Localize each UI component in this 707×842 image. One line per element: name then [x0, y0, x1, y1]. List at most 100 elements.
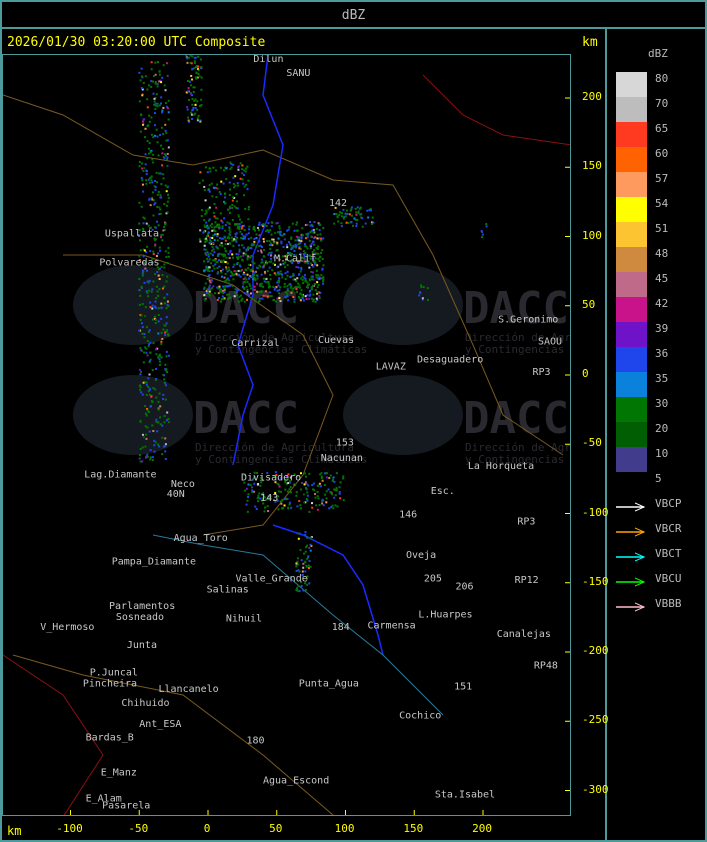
radar-echo — [154, 273, 157, 276]
radar-echo — [278, 272, 281, 275]
radar-echo — [138, 454, 141, 457]
radar-echo — [208, 184, 211, 187]
radar-echo — [225, 266, 228, 269]
radar-echo — [303, 472, 306, 475]
radar-echo — [259, 484, 262, 487]
radar-echo — [145, 433, 148, 436]
radar-echo — [160, 144, 163, 147]
radar-echo — [294, 239, 297, 242]
radar-echo — [167, 421, 170, 424]
radar-echo — [203, 286, 206, 289]
radar-echo — [295, 494, 298, 497]
radar-echo — [145, 383, 148, 386]
radar-echo — [349, 209, 352, 212]
radar-echo — [315, 247, 318, 250]
radar-echo — [264, 294, 267, 297]
radar-echo — [237, 225, 240, 228]
radar-echo — [253, 240, 256, 243]
radar-echo — [292, 244, 295, 247]
radar-echo — [260, 481, 263, 484]
radar-echo — [223, 287, 226, 290]
radar-echo — [293, 254, 296, 257]
radar-echo — [310, 544, 313, 547]
place-label: Sta.Isabel — [435, 789, 495, 800]
radar-echo — [275, 273, 278, 276]
place-label: 180 — [247, 735, 265, 746]
legend-swatch — [616, 422, 647, 447]
radar-echo — [214, 258, 217, 261]
radar-echo — [144, 127, 147, 130]
radar-echo — [167, 354, 170, 357]
radar-echo — [241, 226, 244, 229]
radar-echo — [150, 179, 153, 182]
radar-echo — [243, 292, 246, 295]
radar-echo — [311, 275, 314, 278]
radar-echo — [247, 179, 250, 182]
radar-echo — [238, 250, 241, 253]
radar-echo — [279, 300, 282, 303]
radar-echo — [288, 226, 291, 229]
radar-echo — [148, 411, 151, 414]
radar-echo — [161, 436, 164, 439]
y-tick-label: -100 — [582, 505, 609, 519]
radar-echo — [297, 585, 300, 588]
radar-echo — [287, 473, 290, 476]
radar-echo — [247, 232, 250, 235]
radar-echo — [196, 108, 199, 111]
radar-echo — [300, 233, 303, 236]
radar-echo — [234, 291, 237, 294]
radar-echo — [209, 170, 212, 173]
radar-echo — [163, 302, 166, 305]
radar-echo — [162, 156, 165, 159]
radar-echo — [321, 258, 324, 261]
radar-echo — [192, 106, 195, 109]
radar-echo — [153, 226, 156, 229]
radar-echo — [159, 423, 162, 426]
radar-echo — [146, 280, 149, 283]
y-tick-label: -50 — [582, 436, 602, 450]
radar-echo — [304, 237, 307, 240]
radar-echo — [298, 296, 301, 299]
radar-echo — [152, 153, 155, 156]
radar-echo — [227, 208, 230, 211]
radar-echo — [260, 251, 263, 254]
radar-echo — [256, 471, 259, 474]
radar-echo — [151, 158, 154, 161]
radar-echo — [166, 74, 169, 77]
radar-echo — [204, 269, 207, 272]
radar-echo — [242, 235, 245, 238]
radar-echo — [301, 234, 304, 237]
radar-echo — [187, 116, 190, 119]
radar-echo — [154, 82, 157, 85]
radar-echo — [206, 269, 209, 272]
radar-echo — [158, 249, 161, 252]
radar-echo — [243, 300, 246, 303]
radar-echo — [336, 505, 339, 508]
radar-echo — [232, 176, 235, 179]
radar-echo — [332, 476, 335, 479]
radar-echo — [256, 290, 259, 293]
radar-echo — [266, 471, 269, 474]
radar-echo — [186, 61, 189, 64]
radar-echo — [316, 495, 319, 498]
radar-echo — [299, 292, 302, 295]
radar-echo — [160, 317, 163, 320]
radar-echo — [208, 294, 211, 297]
radar-echo — [238, 244, 241, 247]
radar-echo — [314, 496, 317, 499]
radar-echo — [251, 486, 254, 489]
radar-echo — [164, 101, 167, 104]
radar-arrow-icon — [616, 598, 646, 612]
radar-echo — [145, 437, 148, 440]
radar-echo — [147, 147, 150, 150]
place-label: Desaguadero — [417, 355, 483, 366]
radar-echo — [262, 294, 265, 297]
radar-map[interactable]: DACC Dirección de Agricultura y Contingenc… — [2, 54, 571, 816]
radar-echo — [258, 221, 261, 224]
radar-echo — [146, 245, 149, 248]
radar-echo — [212, 241, 215, 244]
radar-echo — [280, 240, 283, 243]
radar-echo — [142, 261, 145, 264]
radar-echo — [275, 300, 278, 303]
